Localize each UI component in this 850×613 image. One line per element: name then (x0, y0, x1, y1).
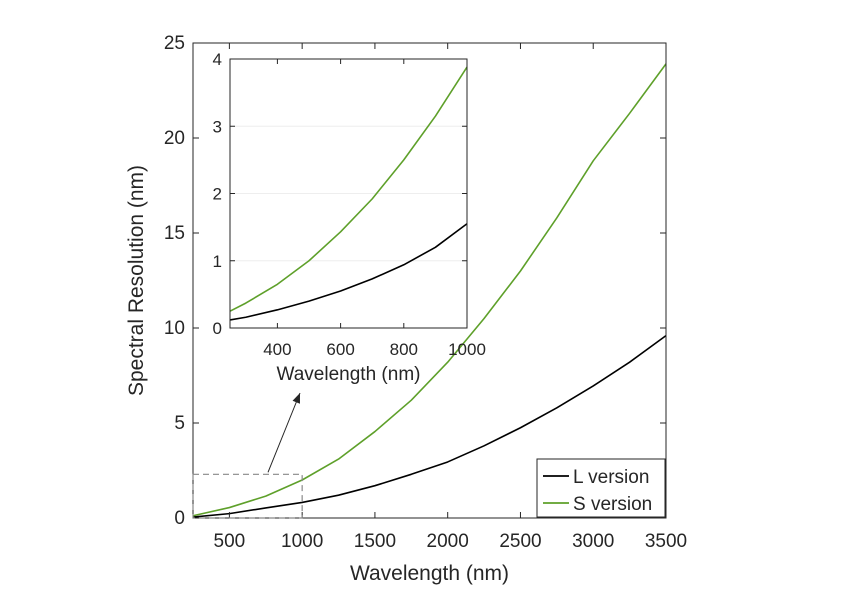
inset-plot: 400 600 800 1000 0 1 2 3 4 Wavelength (nm) (213, 50, 486, 385)
main-y-axis-title: Spectral Resolution (nm) (125, 165, 148, 396)
inset-series-line-1 (229, 223, 468, 321)
inset-x-tick-label: 1000 (448, 340, 486, 359)
inset-y-tick-label: 1 (213, 252, 222, 271)
main-y-tick-label: 10 (164, 318, 185, 339)
inset-series-line-2 (229, 66, 468, 312)
inset-x-tick-label: 400 (263, 340, 291, 359)
main-y-tick-label: 5 (174, 413, 185, 434)
inset-x-tick-label: 600 (326, 340, 354, 359)
main-x-tick-label: 2000 (427, 531, 469, 552)
zoom-box (192, 473, 303, 519)
main-x-axis-title: Wavelength (nm) (350, 562, 509, 585)
inset-x-axis-title: Wavelength (nm) (277, 364, 421, 385)
main-axes-frame (192, 42, 667, 519)
main-y-tick-label: 20 (164, 128, 185, 149)
legend-label-2: S version (573, 494, 652, 515)
zoom-indicator (192, 392, 303, 519)
main-x-tick-label: 500 (214, 531, 246, 552)
inset-x-tick-label: 800 (390, 340, 418, 359)
main-x-tick-label: 3500 (645, 531, 687, 552)
inset-y-tick-label: 3 (213, 117, 222, 136)
main-x-tick-label: 2500 (499, 531, 541, 552)
inset-y-tick-label: 2 (213, 185, 222, 204)
main-series-line-1 (192, 334, 667, 518)
main-series-line-2 (192, 63, 667, 517)
inset-y-tick-label: 0 (213, 319, 222, 338)
main-x-tick-label: 1000 (281, 531, 323, 552)
main-y-tick-label: 25 (164, 33, 185, 54)
main-x-tick-label: 3000 (572, 531, 614, 552)
main-y-tick-label: 15 (164, 223, 185, 244)
main-y-tick-label: 0 (174, 508, 185, 529)
main-x-tick-label: 1500 (354, 531, 396, 552)
zoom-arrow-line (267, 392, 301, 473)
legend-label-1: L version (573, 467, 649, 488)
legend-box (536, 458, 666, 518)
zoom-arrow-head (292, 393, 300, 404)
legend: L version S version (536, 458, 666, 518)
inset-y-tick-label: 4 (213, 50, 222, 69)
